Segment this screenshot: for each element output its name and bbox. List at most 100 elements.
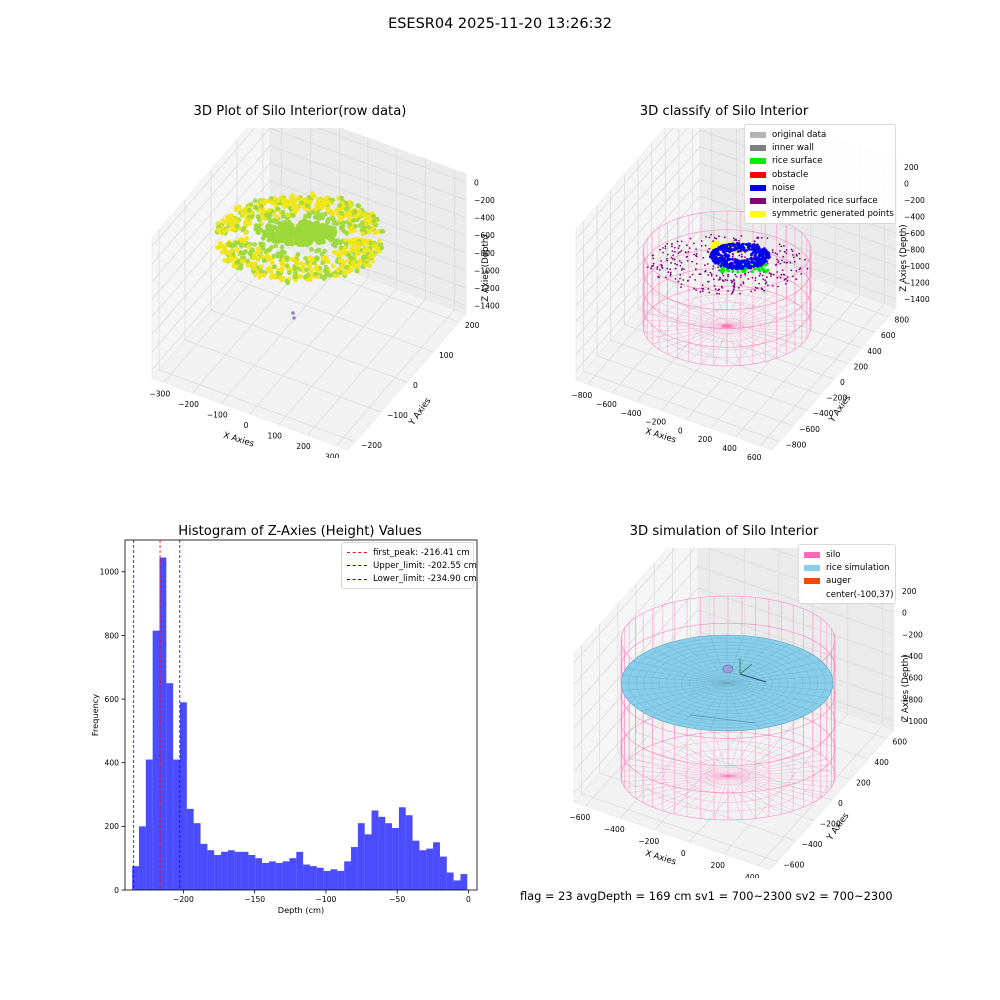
data-point: [261, 242, 266, 247]
histogram-bar: [173, 759, 181, 890]
z-axis-label: Z Axies (Depth): [901, 654, 911, 721]
y-tick-label: −200: [826, 394, 847, 403]
noise-point: [733, 260, 736, 263]
x-tick-label: −200: [173, 895, 194, 904]
z-tick-label: 0: [474, 178, 479, 187]
data-point: [271, 264, 277, 270]
data-point: [248, 202, 254, 207]
histogram-bar: [234, 851, 242, 890]
data-point: [321, 199, 326, 205]
legend-swatch: [750, 171, 766, 178]
data-point: [268, 267, 273, 273]
interpolated-point: [676, 263, 678, 266]
silo-floor-spoke: [667, 297, 728, 327]
data-point: [234, 223, 240, 229]
data-point: [315, 201, 321, 207]
x-tick-label: −800: [571, 391, 592, 400]
interpolated-point: [719, 276, 721, 279]
noise-point: [740, 244, 744, 248]
data-point: [329, 233, 335, 239]
y-tick-label: −100: [387, 411, 408, 420]
interpolated-point: [720, 285, 723, 288]
interpolated-point: [795, 270, 798, 272]
interpolated-point: [669, 274, 672, 277]
data-point: [229, 248, 235, 253]
interpolated-point: [705, 236, 707, 238]
data-point: [228, 243, 234, 249]
grid-line: [184, 339, 382, 413]
data-point: [284, 257, 290, 263]
grid-line: [617, 752, 814, 821]
noise-point: [752, 264, 756, 268]
data-point: [348, 255, 354, 261]
y-tick-label: −400: [802, 840, 823, 849]
interpolated-point: [763, 289, 765, 292]
silo-floor-spoke: [674, 737, 729, 777]
data-point: [240, 239, 245, 244]
data-point: [292, 274, 298, 280]
interpolated-point: [756, 236, 758, 239]
interpolated-point: [674, 267, 677, 270]
data-point: [343, 241, 349, 246]
grid-line: [699, 228, 897, 300]
rice-surface-point: [744, 267, 748, 271]
grid-line: [575, 179, 701, 322]
interpolated-point: [747, 271, 750, 274]
interpolated-point: [791, 250, 794, 252]
data-point: [337, 203, 343, 208]
silo-floor-spoke: [643, 775, 729, 803]
rice-surface-point: [720, 266, 724, 270]
noise-point: [713, 258, 717, 261]
data-point: [284, 278, 290, 284]
silo-floor-ring: [676, 301, 778, 351]
x-tick-label: −50: [389, 895, 405, 904]
y-tick-label: 0: [838, 799, 843, 808]
interpolated-point: [707, 287, 710, 290]
rice-shadow-line: [689, 714, 756, 724]
grid-line: [599, 772, 796, 842]
y-tick-label: 1000: [100, 568, 119, 577]
data-point: [331, 220, 337, 226]
interpolated-point: [733, 279, 735, 282]
interpolated-point: [658, 276, 660, 279]
noise-point: [763, 248, 767, 252]
rice-mesh-spoke: [726, 682, 760, 729]
data-point: [307, 231, 313, 237]
y-tick-label: 0: [114, 886, 119, 895]
data-point: [346, 269, 352, 274]
data-point: [222, 257, 227, 263]
grid-line: [573, 548, 696, 685]
x-tick-label: 0: [681, 849, 686, 858]
y-tick-label: 0: [413, 381, 418, 390]
interpolated-point: [672, 254, 675, 257]
data-point: [275, 198, 281, 204]
legend-swatch: [750, 144, 766, 151]
noise-point: [712, 251, 715, 255]
data-point: [317, 231, 323, 237]
histogram-bar: [268, 861, 276, 890]
noise-point: [761, 248, 765, 251]
data-point: [325, 219, 330, 225]
x-axis-label: Depth (cm): [278, 905, 324, 915]
noise-point: [719, 264, 723, 268]
interpolated-point: [798, 252, 801, 255]
interpolated-point: [680, 261, 683, 264]
data-point: [253, 261, 259, 267]
data-point: [289, 197, 294, 203]
interpolated-point: [742, 281, 745, 284]
silo-floor-spoke: [726, 313, 807, 327]
noise-point: [757, 257, 761, 261]
data-point: [222, 247, 228, 253]
data-point: [284, 229, 290, 235]
noise-point: [739, 249, 742, 253]
interpolated-point: [777, 285, 779, 288]
rice-mesh-spoke: [664, 682, 728, 722]
rice-mesh-spoke: [694, 682, 728, 729]
data-point: [255, 246, 261, 251]
noise-point: [758, 248, 762, 251]
interpolated-point: [707, 263, 709, 265]
interpolated-point: [671, 243, 673, 246]
noise-point: [716, 248, 720, 251]
histogram-bar: [296, 851, 304, 890]
noise-point: [750, 252, 753, 256]
